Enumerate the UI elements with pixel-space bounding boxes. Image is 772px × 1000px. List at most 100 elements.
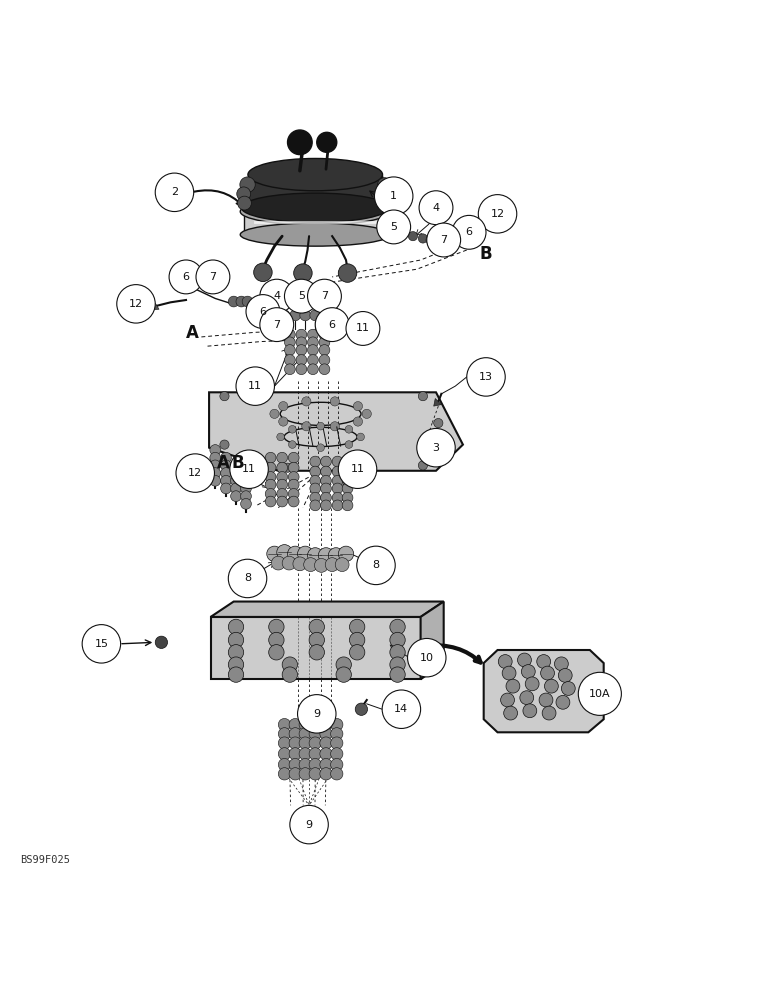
Circle shape (521, 665, 535, 678)
Circle shape (231, 491, 242, 502)
Circle shape (288, 452, 299, 463)
Circle shape (310, 466, 320, 477)
Circle shape (320, 483, 331, 494)
Circle shape (374, 177, 413, 215)
Circle shape (319, 310, 330, 321)
Circle shape (390, 657, 405, 672)
Circle shape (345, 425, 353, 433)
Circle shape (221, 460, 232, 471)
Circle shape (309, 768, 321, 780)
Circle shape (229, 645, 244, 660)
Circle shape (310, 500, 320, 511)
Circle shape (277, 488, 287, 499)
Circle shape (296, 364, 306, 375)
Circle shape (241, 475, 252, 486)
Circle shape (317, 132, 337, 152)
Ellipse shape (240, 198, 390, 225)
Circle shape (350, 619, 365, 635)
Circle shape (284, 355, 295, 365)
Circle shape (330, 422, 340, 431)
Circle shape (328, 548, 344, 563)
Circle shape (310, 456, 320, 467)
Circle shape (332, 466, 343, 477)
Circle shape (155, 173, 194, 212)
Circle shape (330, 718, 343, 731)
Circle shape (169, 260, 203, 294)
Circle shape (307, 279, 341, 313)
Circle shape (299, 718, 311, 731)
Circle shape (299, 748, 311, 760)
Circle shape (269, 645, 284, 660)
Circle shape (236, 296, 247, 307)
Circle shape (289, 758, 301, 771)
Circle shape (236, 367, 275, 405)
Circle shape (314, 558, 328, 572)
Circle shape (277, 496, 287, 507)
Text: 3: 3 (432, 443, 439, 453)
Circle shape (297, 695, 336, 733)
Text: 8: 8 (244, 573, 251, 583)
Circle shape (338, 264, 357, 282)
Text: A: A (186, 324, 198, 342)
Text: B: B (232, 454, 245, 472)
Circle shape (362, 409, 371, 418)
Circle shape (266, 462, 276, 473)
Text: 11: 11 (350, 464, 364, 474)
Circle shape (290, 805, 328, 844)
Circle shape (237, 187, 251, 201)
Ellipse shape (248, 158, 383, 191)
Circle shape (320, 475, 331, 486)
Circle shape (317, 422, 324, 430)
Circle shape (254, 263, 273, 282)
Circle shape (558, 668, 572, 682)
Circle shape (289, 718, 301, 731)
Circle shape (309, 737, 321, 749)
Circle shape (231, 460, 242, 471)
Circle shape (302, 422, 311, 431)
Circle shape (284, 337, 295, 348)
Text: 12: 12 (490, 209, 505, 219)
Circle shape (210, 460, 221, 471)
Circle shape (279, 748, 290, 760)
Circle shape (282, 556, 296, 570)
Circle shape (309, 645, 324, 660)
Circle shape (350, 645, 365, 660)
Circle shape (299, 728, 311, 740)
Circle shape (82, 625, 120, 663)
Circle shape (320, 492, 331, 503)
Circle shape (229, 632, 244, 648)
Circle shape (390, 632, 405, 648)
Circle shape (338, 450, 377, 488)
Polygon shape (244, 212, 386, 235)
Circle shape (506, 679, 520, 693)
Text: 5: 5 (298, 291, 305, 301)
Circle shape (354, 417, 363, 426)
Circle shape (300, 310, 310, 321)
Circle shape (408, 638, 446, 677)
Circle shape (282, 667, 297, 682)
Text: 6: 6 (259, 307, 266, 317)
Circle shape (357, 433, 364, 441)
Circle shape (221, 452, 232, 463)
Circle shape (306, 295, 319, 308)
Circle shape (229, 619, 244, 635)
Circle shape (319, 329, 330, 340)
Circle shape (517, 653, 531, 667)
Circle shape (221, 468, 232, 478)
Circle shape (289, 737, 301, 749)
Circle shape (279, 728, 290, 740)
Circle shape (289, 768, 301, 780)
Circle shape (196, 260, 230, 294)
Polygon shape (421, 602, 444, 679)
Circle shape (271, 295, 283, 308)
Circle shape (523, 704, 537, 718)
Text: 12: 12 (129, 299, 143, 309)
Circle shape (350, 632, 365, 648)
Circle shape (320, 768, 332, 780)
Circle shape (317, 444, 324, 452)
Circle shape (221, 475, 232, 486)
Circle shape (346, 312, 380, 345)
Circle shape (355, 703, 367, 715)
Circle shape (503, 706, 517, 720)
Circle shape (342, 483, 353, 494)
